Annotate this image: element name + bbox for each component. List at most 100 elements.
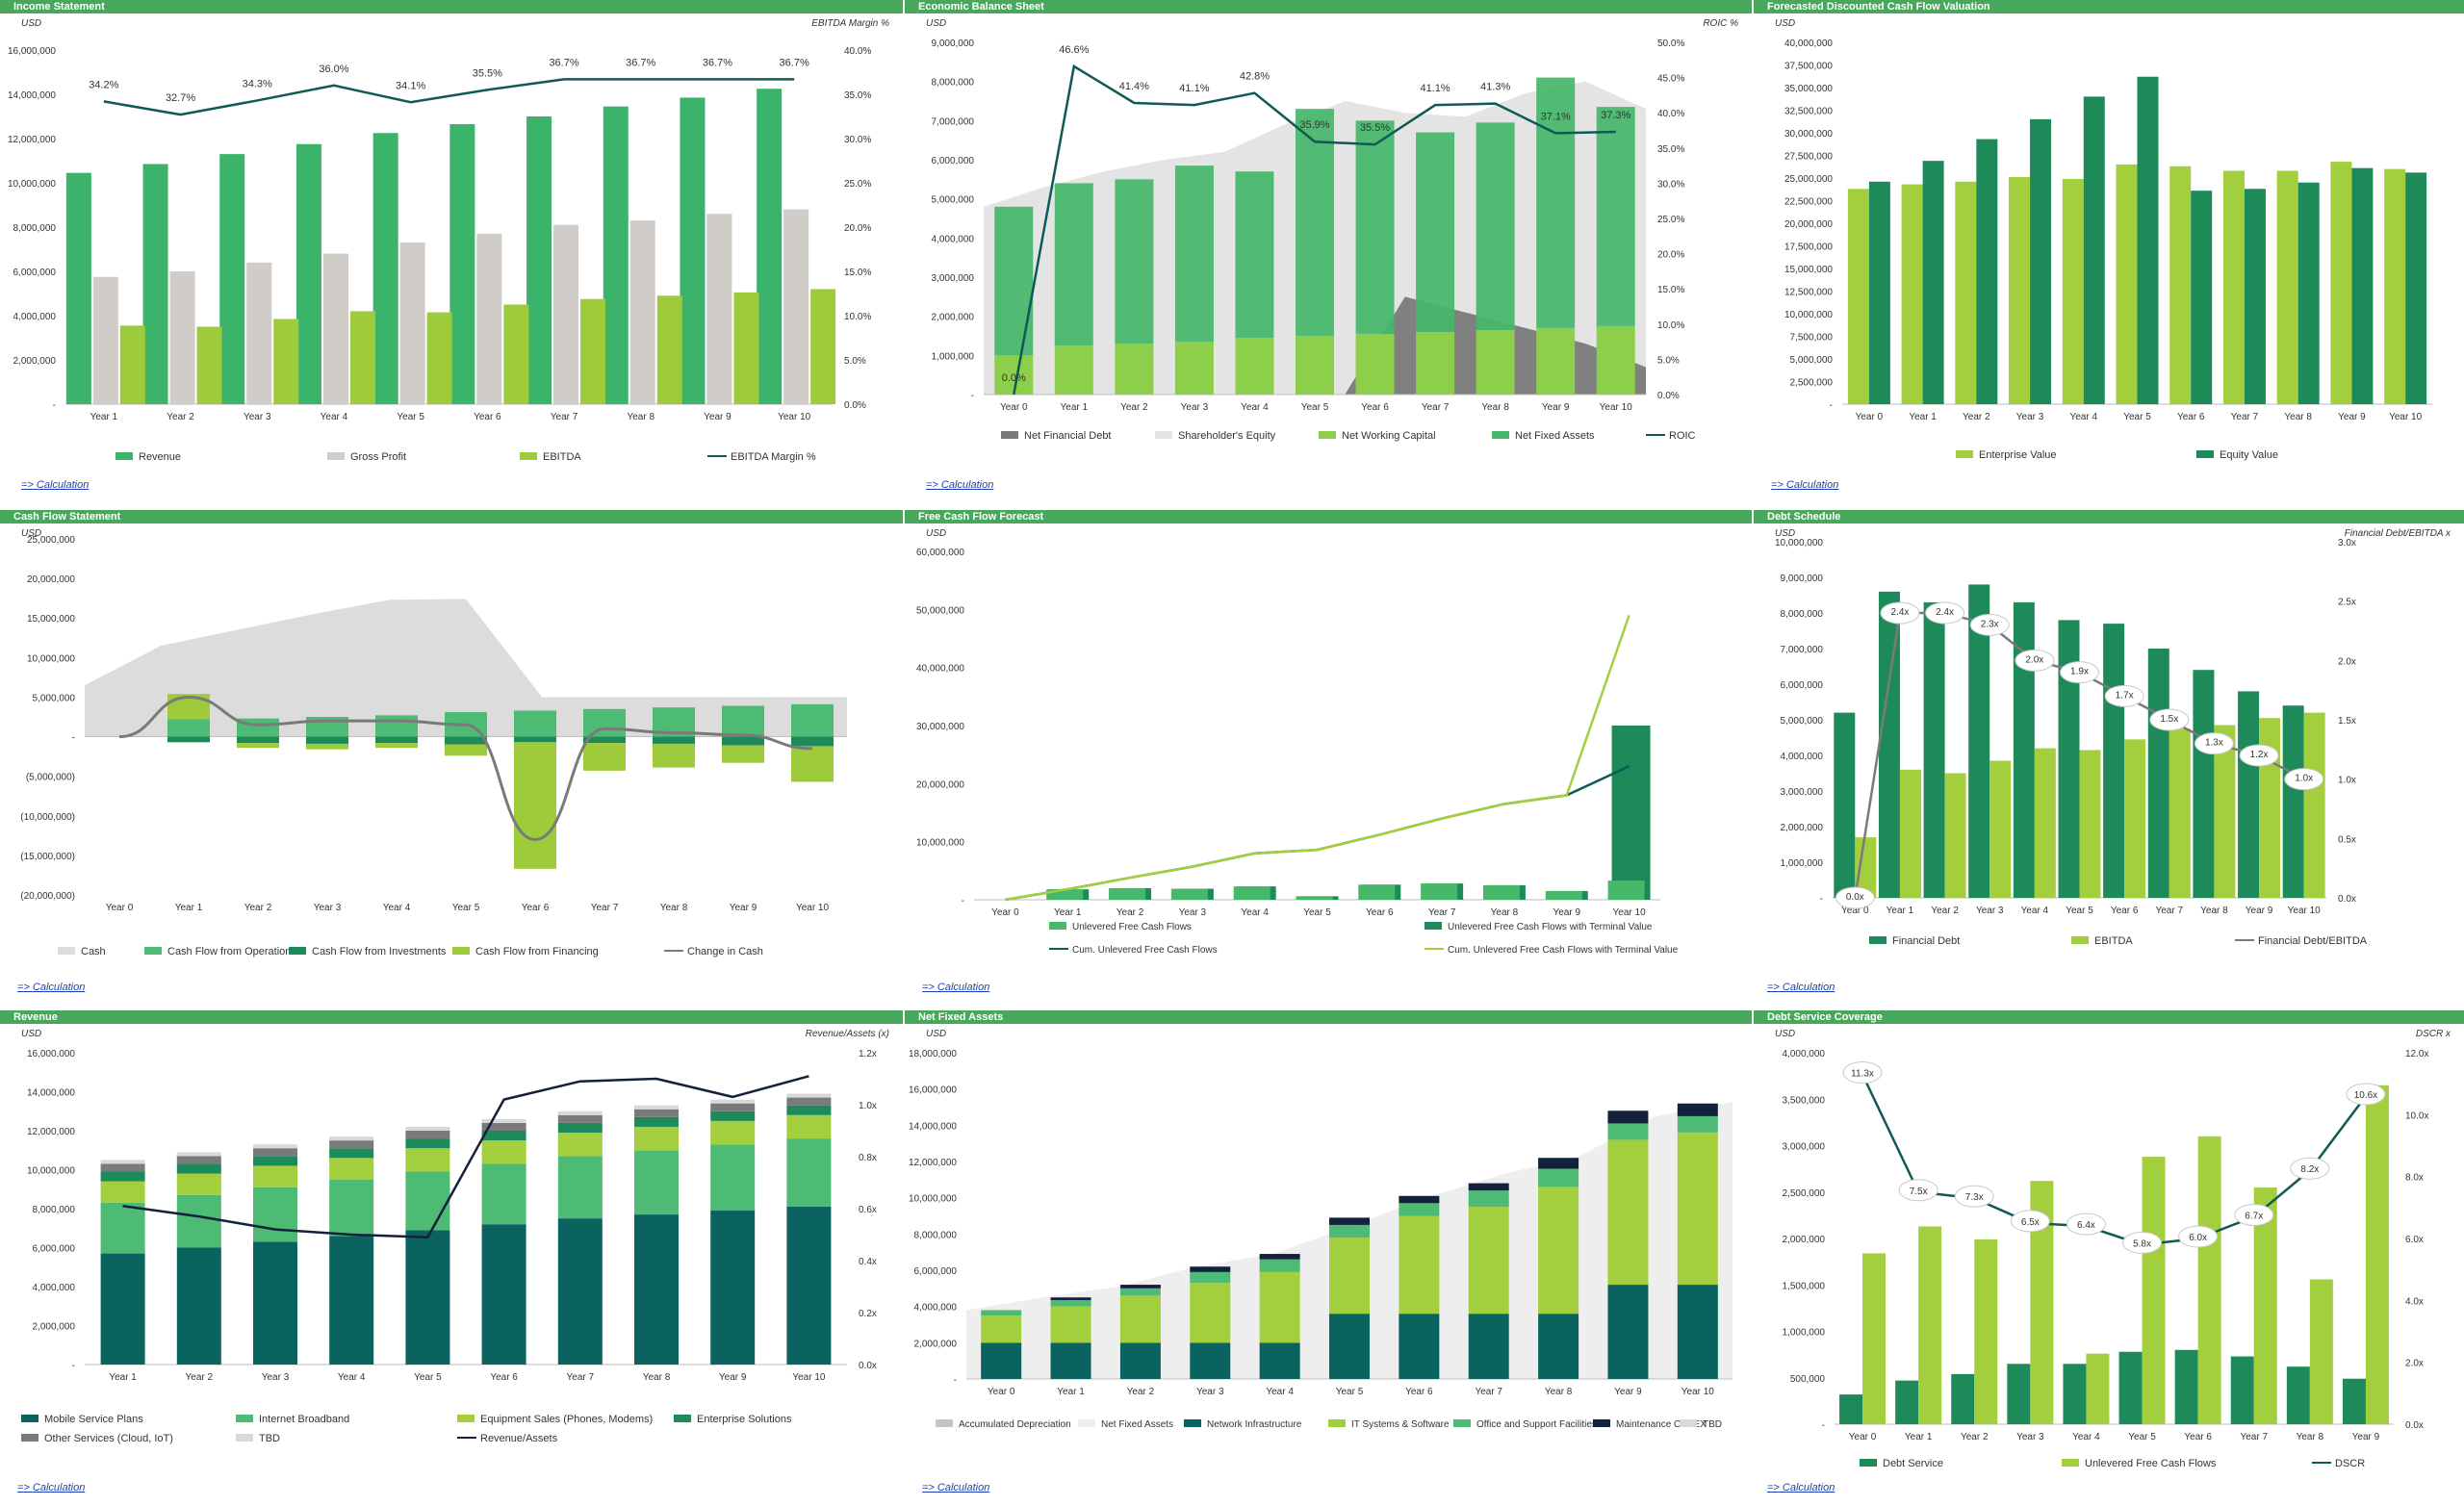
bar-enterprise-value bbox=[2169, 166, 2192, 404]
bar-unlevered-free-cash-flows bbox=[2086, 1353, 2110, 1424]
bar-internet-broadband bbox=[100, 1202, 145, 1254]
bar-internet-broadband bbox=[557, 1156, 603, 1219]
bar-unlevered-free-cash-flows bbox=[1421, 883, 1458, 900]
data-label: 1.2x bbox=[2250, 750, 2269, 760]
x-tick-label: Year 4 bbox=[321, 412, 348, 422]
y-tick-label: 7,000,000 bbox=[932, 116, 975, 127]
bar-internet-broadband bbox=[405, 1171, 450, 1231]
bar-it-systems-software bbox=[1329, 1238, 1370, 1315]
y-tick-label: (10,000,000) bbox=[20, 812, 75, 823]
calculation-link[interactable]: => Calculation bbox=[17, 982, 86, 993]
y-tick-label: - bbox=[72, 1361, 75, 1371]
x-tick-label: Year 5 bbox=[1336, 1387, 1364, 1397]
bar-unlevered-free-cash-flows bbox=[2197, 1136, 2221, 1424]
x-tick-label: Year 1 bbox=[1886, 906, 1914, 916]
bar-mobile-service-plans bbox=[329, 1236, 374, 1365]
y-tick-label: 9,000,000 bbox=[1781, 574, 1824, 584]
bar-enterprise-solutions bbox=[176, 1163, 221, 1174]
bar-unlevered-free-cash-flows bbox=[2253, 1187, 2277, 1424]
calculation-link[interactable]: => Calculation bbox=[922, 982, 990, 993]
panel-title: Cash Flow Statement bbox=[0, 510, 903, 523]
y2-tick-label: 10.0% bbox=[844, 312, 871, 322]
bar-cash-flow-from-financing bbox=[791, 746, 834, 782]
y-tick-label: 2,000,000 bbox=[914, 1339, 958, 1349]
legend-item: ROIC bbox=[1669, 430, 1696, 442]
x-tick-label: Year 10 bbox=[778, 412, 811, 422]
y-tick-label: 20,000,000 bbox=[916, 779, 964, 790]
legend-swatch bbox=[2196, 450, 2214, 458]
legend-item: Unlevered Free Cash Flows bbox=[2085, 1458, 2217, 1469]
unit-right-label: EBITDA Margin % bbox=[811, 18, 889, 29]
legend-item: DSCR bbox=[2335, 1458, 2365, 1469]
bar-office-and-support-facilities bbox=[1538, 1168, 1579, 1187]
bar-equity-value bbox=[2244, 189, 2266, 404]
bar-ebitda bbox=[349, 311, 375, 404]
legend-item: Office and Support Facilities bbox=[1476, 1419, 1597, 1430]
calculation-link[interactable]: => Calculation bbox=[922, 1482, 990, 1493]
x-tick-label: Year 6 bbox=[1361, 402, 1389, 413]
bar-tbd bbox=[253, 1144, 297, 1149]
bar-office-and-support-facilities bbox=[1329, 1224, 1370, 1238]
x-tick-label: Year 1 bbox=[109, 1372, 137, 1383]
x-tick-label: Year 3 bbox=[2016, 412, 2044, 422]
y-tick-label: (15,000,000) bbox=[20, 852, 75, 862]
calculation-link[interactable]: => Calculation bbox=[17, 1482, 86, 1493]
x-tick-label: Year 5 bbox=[1301, 402, 1329, 413]
bar-cash-flow-from-financing bbox=[375, 743, 418, 749]
bar-cash-flow-from-investments bbox=[237, 736, 279, 744]
x-tick-label: Year 3 bbox=[262, 1372, 290, 1383]
legend-swatch bbox=[457, 1415, 475, 1422]
data-label-bubble bbox=[2015, 649, 2055, 672]
bar-ebitda bbox=[810, 289, 836, 404]
bar-office-and-support-facilities bbox=[1468, 1190, 1509, 1208]
bar-internet-broadband bbox=[176, 1194, 221, 1248]
bar-tbd bbox=[176, 1152, 221, 1157]
bar-debt-service bbox=[1951, 1373, 1975, 1424]
x-tick-label: Year 3 bbox=[1179, 907, 1207, 918]
calculation-link[interactable]: => Calculation bbox=[1767, 982, 1835, 993]
legend-swatch bbox=[1593, 1419, 1610, 1427]
area-cash bbox=[85, 599, 847, 737]
x-tick-label: Year 2 bbox=[1127, 1387, 1155, 1397]
bar-maintenance-capex bbox=[1259, 1254, 1300, 1260]
x-tick-label: Year 5 bbox=[452, 903, 480, 913]
legend-item: Cash bbox=[81, 946, 106, 957]
calculation-link[interactable]: => Calculation bbox=[1771, 479, 1839, 491]
legend-swatch bbox=[1453, 1419, 1471, 1427]
calculation-link[interactable]: => Calculation bbox=[1767, 1482, 1835, 1493]
x-tick-label: Year 2 bbox=[186, 1372, 214, 1383]
x-tick-label: Year 7 bbox=[1475, 1387, 1502, 1397]
y-tick-label: 60,000,000 bbox=[916, 548, 964, 558]
calculation-link[interactable]: => Calculation bbox=[21, 479, 90, 491]
bar-ebitda bbox=[2214, 725, 2236, 898]
bar-revenue bbox=[65, 172, 91, 404]
legend-swatch bbox=[1155, 431, 1172, 439]
data-label: 6.7x bbox=[2245, 1211, 2263, 1221]
data-label-bubble bbox=[2284, 768, 2324, 791]
unit-right-label: ROIC % bbox=[1703, 18, 1738, 29]
x-tick-label: Year 0 bbox=[991, 907, 1019, 918]
y2-tick-label: 1.0x bbox=[2338, 776, 2356, 786]
y2-tick-label: 0.0x bbox=[2338, 894, 2356, 905]
bar-debt-service bbox=[2007, 1364, 2031, 1424]
legend-item: TBD bbox=[1703, 1419, 1722, 1430]
data-label: 6.5x bbox=[2021, 1217, 2040, 1228]
chart-revenue: USD Revenue/Assets (x) - 2,000,000 4,000,000… bbox=[21, 1029, 889, 1444]
bar-net-fixed-assets bbox=[994, 206, 1034, 356]
x-tick-label: Year 10 bbox=[796, 903, 830, 913]
bar-network-infrastructure bbox=[1538, 1314, 1579, 1379]
bar-office-and-support-facilities bbox=[1050, 1300, 1091, 1307]
calculation-link[interactable]: => Calculation bbox=[926, 479, 994, 491]
x-tick-label: Year 1 bbox=[1061, 402, 1089, 413]
bar-it-systems-software bbox=[1050, 1306, 1091, 1343]
data-label: 2.4x bbox=[1891, 607, 1910, 618]
legend-swatch bbox=[2071, 936, 2089, 944]
bar-equipment-sales-phones-modems- bbox=[710, 1120, 756, 1145]
legend-item: Network Infrastructure bbox=[1207, 1419, 1302, 1430]
bar-gross-profit bbox=[476, 233, 502, 404]
y-tick-label: 12,500,000 bbox=[1784, 288, 1833, 298]
x-tick-label: Year 9 bbox=[2246, 906, 2273, 916]
bar-equity-value bbox=[1976, 139, 1998, 404]
y-tick-label: 8,000,000 bbox=[13, 223, 57, 234]
x-tick-label: Year 7 bbox=[591, 903, 619, 913]
